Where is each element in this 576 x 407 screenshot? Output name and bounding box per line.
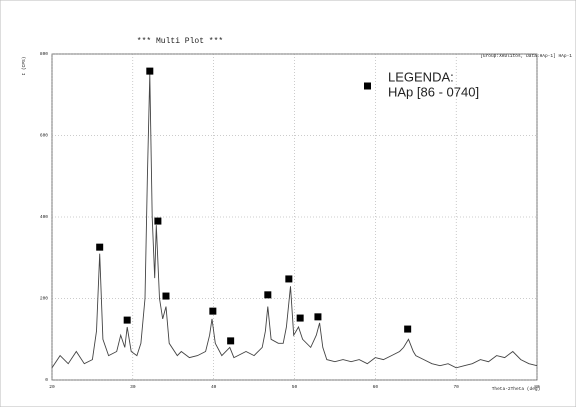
legend-title: LEGENDA: xyxy=(388,69,454,84)
reference-marker xyxy=(227,337,235,345)
reference-marker xyxy=(264,291,272,299)
pattern-line xyxy=(51,74,538,369)
x-tick-label: 40 xyxy=(211,384,217,390)
y-tick-label: 400 xyxy=(40,214,48,220)
x-tick-label: 80 xyxy=(534,384,540,390)
x-axis-label: Theta-2Theta (deg) xyxy=(492,386,541,392)
x-tick-label: 70 xyxy=(453,384,459,390)
x-tick-label: 30 xyxy=(130,384,136,390)
reference-marker xyxy=(154,217,162,225)
reference-marker xyxy=(314,313,322,321)
header-note: [Group:XRDlitos, Data:HAp-1] HAp-1 xyxy=(480,53,572,59)
reference-marker xyxy=(296,314,304,322)
legend-label: HAp [86 - 0740] xyxy=(388,84,479,99)
chart-title: *** Multi Plot *** xyxy=(137,37,223,46)
y-tick-label: 800 xyxy=(40,51,48,57)
reference-marker xyxy=(123,316,131,324)
x-tick-label: 60 xyxy=(373,384,379,390)
reference-marker xyxy=(285,275,293,283)
y-tick-label: 600 xyxy=(40,133,48,139)
y-tick-label: 200 xyxy=(40,296,48,302)
reference-marker xyxy=(96,243,104,251)
reference-marker xyxy=(162,292,170,300)
x-tick-label: 20 xyxy=(49,384,55,390)
y-axis-label: I (CPS) xyxy=(21,57,27,76)
reference-marker xyxy=(146,67,154,75)
x-tick-label: 50 xyxy=(292,384,298,390)
reference-marker xyxy=(209,307,217,315)
legend-marker xyxy=(364,82,371,90)
reference-marker xyxy=(404,325,412,333)
y-tick-label: 0 xyxy=(45,377,48,383)
